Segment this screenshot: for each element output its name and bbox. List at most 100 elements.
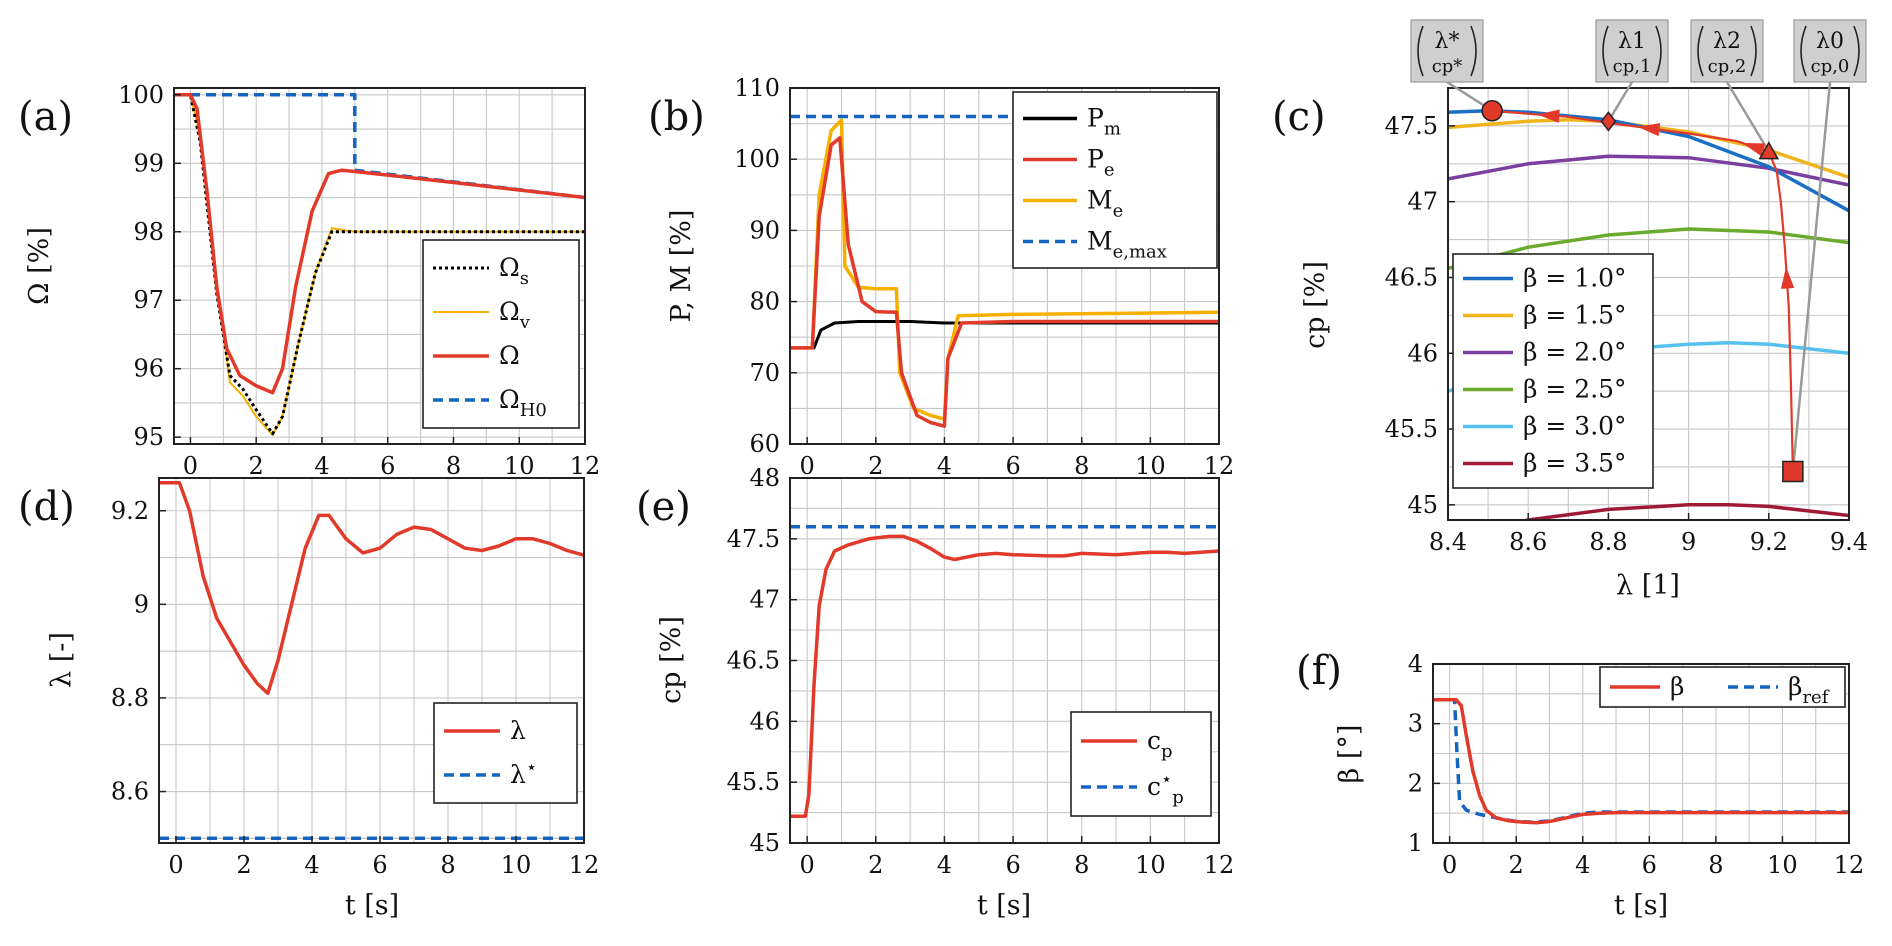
y-tick-label: 46.5 [727,647,780,675]
legend-label: Me,max [1087,227,1167,263]
series-line-e-cp [790,534,1219,818]
panel-label-c: (c) [1272,94,1326,140]
legend-label: βref [1788,672,1830,708]
x-tick-label: 6 [1642,851,1657,879]
callout-top-one: λ1 [1618,29,1646,54]
callout-box-two [1690,19,1764,83]
legend-d: λ λ⋆ [433,702,578,804]
x-tick-label: 6 [1005,452,1020,480]
x-tick-label: 0 [183,452,198,480]
y-tick-label: 97 [133,286,164,314]
series-line-a-H0 [174,93,585,200]
plot-frame-d [158,477,585,844]
trajectory-arrowhead [1742,142,1766,157]
panel-label-d: (d) [18,484,75,530]
legend-box [422,239,580,429]
y-tick-label: 45.5 [727,768,780,796]
series-group-d [159,480,584,841]
panel-label-e: (e) [636,484,691,530]
x-tick-label: 12 [1204,851,1235,879]
y-tick-label: 80 [749,288,780,316]
y-tick-label: 46.5 [1385,263,1438,291]
y-tick-label: 100 [118,81,164,109]
y-axis-label-e: cp [%] [656,616,687,704]
x-tick-label: 9.2 [1750,528,1788,556]
x-tick-label: 8 [440,851,455,879]
legend-label: λ [510,716,526,745]
legend-label: Ω [499,341,520,370]
ticks-a: 0 2 4 6 8 10 12 95 96 97 98 99 100 [118,81,600,480]
legend-label: Pm [1087,104,1121,140]
y-tick-label: 4 [1408,650,1423,678]
x-tick-label: 10 [504,452,535,480]
callout-box-star [1410,19,1484,83]
x-tick-label: 12 [1204,452,1235,480]
series-line-c-25 [1448,227,1849,271]
plot-frame-b [789,87,1220,445]
legend-label: cp [1147,726,1173,762]
x-tick-label: 4 [314,452,329,480]
legend-label: β = 2.0° [1523,338,1627,367]
x-tick-label: 8.4 [1429,528,1467,556]
x-tick-label: 4 [937,851,952,879]
legend-label: c⋆p [1147,769,1184,808]
y-tick-label: 3 [1408,710,1423,738]
trajectory-arrowhead [1781,266,1795,289]
trajectory-arrowhead [1537,109,1560,123]
series-line-f-ref [1433,698,1849,824]
y-tick-label: 48 [749,464,780,492]
series-line-c-20 [1448,154,1849,187]
trajectory-c [1481,99,1804,483]
legend-e: cp c⋆p [1070,711,1212,817]
series-line-b-Me [790,118,1219,421]
x-tick-label: 6 [372,851,387,879]
x-tick-label: 6 [1005,851,1020,879]
x-tick-label: 8.8 [1589,528,1627,556]
callout-leader-two [1725,81,1770,153]
y-tick-label: 46 [749,707,780,735]
x-tick-label: 6 [380,452,395,480]
series-line-c-35 [1520,503,1849,520]
x-tick-label: 12 [570,452,601,480]
callout-bottom-zero: cp,0 [1811,56,1850,77]
legend-label: Me [1087,186,1123,222]
legend-label: β = 1.5° [1523,301,1627,330]
legend-box [1070,711,1212,817]
callout-bottom-one: cp,1 [1613,56,1652,77]
y-tick-label: 9 [134,590,149,618]
x-tick-label: 9.4 [1830,528,1868,556]
series-line-b-Pm [790,320,1219,350]
callout-bottom-two: cp,2 [1708,56,1747,77]
legend-box [433,702,578,804]
callout-paren-left [1800,25,1807,77]
y-axis-label-d: λ [-] [46,632,77,688]
series-group-a [174,93,585,437]
y-tick-label: 90 [749,216,780,244]
plot-frame-c [1447,87,1850,521]
y-tick-label: 45.5 [1385,415,1438,443]
legend-box [1452,253,1654,489]
series-group-f [1433,698,1849,825]
x-tick-label: 12 [569,851,600,879]
y-tick-label: 46 [1407,339,1438,367]
x-tick-label: 4 [1575,851,1590,879]
legend-label: Pe [1087,145,1114,181]
callout-paren-left [1602,25,1609,77]
marker-diamond [1600,111,1617,132]
legend-label: ΩH0 [499,385,547,421]
legend-a: Ωs Ωv Ω ΩH0 [422,239,580,429]
marker-circle [1481,99,1503,122]
plot-frame-f [1432,663,1850,844]
plot-frame-a [173,87,586,445]
y-axis-label-f: β [°] [1334,725,1365,784]
callout-top-star: λ* [1435,29,1460,54]
y-tick-label: 96 [133,355,164,383]
x-axis-label-d: t [s] [345,890,399,921]
ticks-b: 0 2 4 6 8 10 12 60 70 80 90 100 110 [734,74,1234,480]
panel-label-f: (f) [1296,648,1342,694]
ticks-d: 0 2 4 6 8 10 12 8.6 8.8 9 9.2 [111,497,599,879]
